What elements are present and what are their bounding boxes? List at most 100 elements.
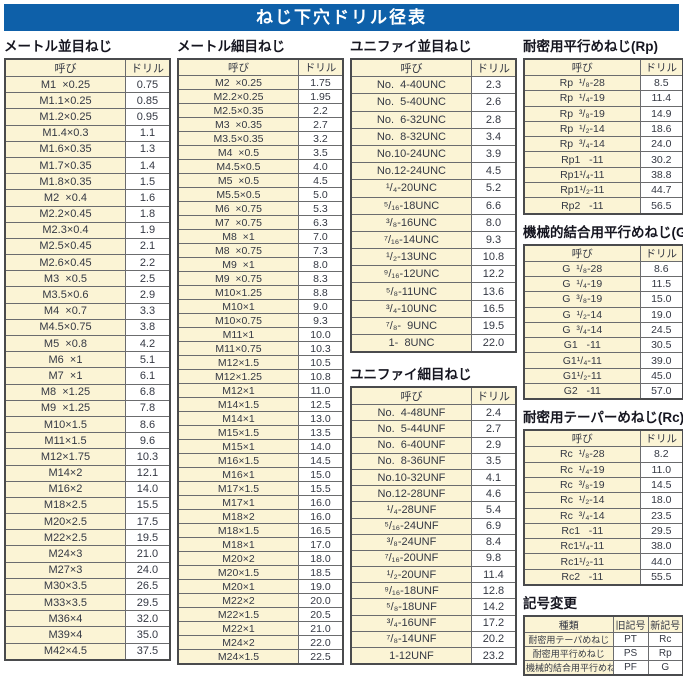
table-row: M1 ×0.25 0.75 [4, 75, 171, 94]
table-row: M1.1×0.25 0.85 [4, 92, 171, 110]
drill-value-cell: 0.75 [124, 75, 171, 94]
thread-name-cell: M14×2 [4, 464, 126, 482]
table-row: M5 ×0.5 4.5 [177, 173, 344, 188]
drill-value-cell: 10.3 [297, 341, 344, 356]
drill-value-cell: 56.5 [639, 197, 683, 215]
drill-value-cell: 1.6 [124, 189, 171, 207]
table-row: Rp1 -11 30.2 [523, 151, 683, 168]
thread-name-cell: ³/₈-16UNC [350, 213, 472, 232]
drill-value-cell: 38.8 [639, 166, 683, 184]
thread-name-cell: Rp1¹/₄-11 [523, 166, 641, 184]
drill-value-cell: 21.0 [124, 545, 171, 563]
thread-name-cell: No. 4-48UNF [350, 404, 472, 422]
column-header: 呼び [350, 58, 472, 78]
thread-name-cell: Rp ¹/₈-28 [523, 74, 641, 92]
drill-value-cell: 13.0 [297, 411, 344, 426]
thread-name-cell: M3 ×0.5 [4, 270, 126, 288]
table-row: M2.2×0.25 1.95 [177, 89, 344, 104]
drill-value-cell: 21.0 [297, 621, 344, 636]
thread-name-cell: ⁹/₁₆-12UNC [350, 265, 472, 284]
drill-value-cell: 13.6 [470, 282, 517, 301]
thread-name-cell: M6 ×0.75 [177, 201, 299, 216]
table-row: M5 ×0.8 4.2 [4, 334, 171, 353]
thread-name-cell: ⁷/₁₆-14UNC [350, 230, 472, 250]
table-row: M20×2.5 17.5 [4, 513, 171, 531]
thread-name-cell: M16×1.5 [177, 453, 299, 468]
drill-value-cell: 1.95 [297, 89, 344, 104]
thread-name-cell: M20×1.5 [177, 565, 299, 580]
thread-name-cell: No. 8-36UNF [350, 452, 472, 470]
drill-value-cell: 12.5 [297, 397, 344, 412]
drill-value-cell: 4.0 [297, 159, 344, 174]
table-row: Rc ¹/₂-14 18.0 [523, 492, 683, 509]
table-row: M42×4.5 37.5 [4, 642, 171, 661]
table-row: M36×4 32.0 [4, 610, 171, 628]
thread-name-cell: M2 ×0.4 [4, 189, 126, 207]
drill-value-cell: 8.0 [470, 213, 517, 232]
table-row: M7 ×1 6.1 [4, 367, 171, 385]
thread-name-cell: Rc ³/₄-14 [523, 507, 641, 524]
section-title-rc: 耐密用テーパーめねじ(Rc) [523, 410, 683, 426]
drill-value-cell: PF [612, 660, 649, 676]
drill-value-cell: 1.4 [124, 156, 171, 175]
table-row: ¹/₄-28UNF 5.4 [350, 501, 517, 519]
thread-name-cell: M12×1 [177, 383, 299, 398]
table-row: Rc1 -11 29.5 [523, 522, 683, 540]
g-parallel-table: 呼び ドリル G ¹/₈-28 8.6 G ¹/₄-19 11.5 G ³/₈-19 15.0… [523, 243, 683, 401]
drill-value-cell: 37.5 [124, 642, 171, 661]
column-header: 種類 [523, 615, 614, 634]
thread-name-cell: M39×4 [4, 626, 126, 644]
drill-value-cell: 15.0 [297, 467, 344, 482]
table-row: M1.8×0.35 1.5 [4, 173, 171, 191]
column-metric-fine: メートル細目ねじ 呼び ドリル M2 ×0.25 1.75 M2.2×0.25 1.95 M… [177, 37, 344, 665]
thread-name-cell: G ³/₄-14 [523, 321, 641, 339]
drill-value-cell: 10.8 [470, 248, 517, 267]
drill-value-cell: 11.5 [639, 275, 683, 293]
header-row: 呼び ドリル [350, 386, 517, 406]
drill-value-cell: 45.0 [639, 367, 683, 385]
thread-name-cell: M1.4×0.3 [4, 124, 126, 142]
thread-name-cell: M2.3×0.4 [4, 221, 126, 239]
drill-value-cell: 24.0 [124, 561, 171, 579]
drill-value-cell: 24.5 [639, 321, 683, 339]
table-row: M17×1.5 15.5 [177, 481, 344, 496]
drill-value-cell: 0.85 [124, 92, 171, 110]
drill-value-cell: 10.0 [297, 327, 344, 342]
table-row: ⁷/₈-14UNF 20.2 [350, 630, 517, 649]
table-row: M30×3.5 26.5 [4, 577, 171, 596]
thread-name-cell: Rc ³/₈-19 [523, 476, 641, 494]
table-row: G1¹/₂-11 45.0 [523, 367, 683, 385]
column-header: 呼び [523, 429, 641, 448]
drill-value-cell: 14.9 [639, 105, 683, 122]
column-header: ドリル [124, 58, 171, 77]
drill-value-cell: 16.0 [297, 509, 344, 524]
table-row: M10×0.75 9.3 [177, 313, 344, 328]
table-row: M16×1.5 14.5 [177, 453, 344, 468]
drill-value-cell: 16.5 [470, 299, 517, 318]
thread-name-cell: G2 -11 [523, 383, 641, 400]
drill-value-cell: G [647, 660, 683, 676]
thread-name-cell: M24×2 [177, 635, 299, 650]
drill-value-cell: 1.75 [297, 75, 344, 90]
metric-coarse-table: 呼び ドリル M1 ×0.25 0.75 M1.1×0.25 0.85 M1.2×0.25 0… [4, 58, 171, 661]
drill-value-cell: 22.5 [297, 649, 344, 665]
drill-value-cell: 2.4 [470, 404, 517, 422]
thread-name-cell: M2 ×0.25 [177, 75, 299, 90]
drill-value-cell: 35.0 [124, 626, 171, 644]
drill-value-cell: 2.7 [297, 117, 344, 132]
table-row: Rc ³/₄-14 23.5 [523, 507, 683, 524]
drill-value-cell: Rp [647, 646, 683, 662]
table-row: Rp ¹/₂-14 18.6 [523, 120, 683, 138]
thread-name-cell: M33×3.5 [4, 593, 126, 612]
drill-value-cell: 10.5 [297, 355, 344, 370]
table-row: M2.3×0.4 1.9 [4, 221, 171, 239]
table-row: ⁷/₁₆-14UNC 9.3 [350, 230, 517, 250]
table-row: Rp ¹/₈-28 8.5 [523, 74, 683, 92]
thread-name-cell: ⁵/₈-11UNC [350, 282, 472, 301]
thread-name-cell: M20×2 [177, 551, 299, 566]
drill-value-cell: Rc [647, 632, 683, 648]
table-row: M4.5×0.5 4.0 [177, 159, 344, 174]
column-header: ドリル [639, 244, 683, 262]
header-row: 呼び ドリル [177, 58, 344, 76]
rc-taper-table: 呼び ドリル Rc ¹/₈-28 8.2 Rc ¹/₄-19 11.0 Rc ³/₈-19 1… [523, 429, 683, 587]
